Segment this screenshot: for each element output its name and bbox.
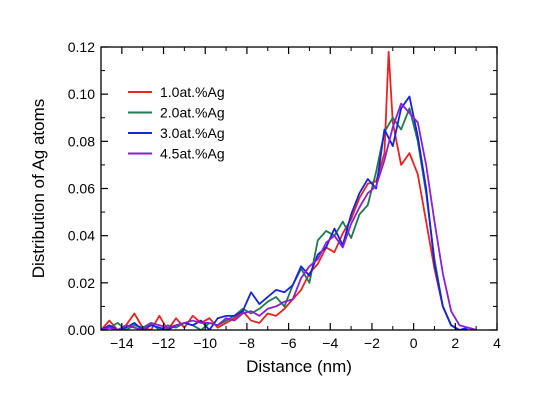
legend-label-2: 2.0at.%Ag [160,105,225,121]
y-tick-label: 0.02 [68,275,95,291]
series-layer [101,50,477,330]
x-tick-label: −14 [110,335,134,351]
y-tick-label: 0.04 [68,228,95,244]
legend-label-4: 4.5at.%Ag [160,146,225,162]
series-line-2 [101,107,468,330]
x-tick-label: −2 [364,335,380,351]
x-tick-label: −4 [322,335,338,351]
x-tick-label: 0 [410,335,418,351]
axes-layer: −14 −12 −10 −8 −6 −4 −2 0 2 4 0.00 0.02 0.04 0.06 0.08… [68,39,501,351]
y-tick-label: 0.12 [68,39,95,55]
x-axis-title: Distance (nm) [246,357,352,376]
y-tick-label: 0.00 [68,322,95,338]
series-line-1 [101,50,468,330]
y-tick-label: 0.10 [68,86,95,102]
x-tick-label: −12 [152,335,176,351]
legend-label-1: 1.0at.%Ag [160,84,225,100]
x-tick-label: 4 [493,335,501,351]
y-axis-title: Distribution of Ag atoms [29,99,48,279]
y-tick-label: 0.08 [68,133,95,149]
x-tick-label: 2 [451,335,459,351]
x-tick-label: −8 [239,335,255,351]
legend-label-3: 3.0at.%Ag [160,125,225,141]
x-tick-label: −10 [193,335,217,351]
y-tick-label: 0.06 [68,181,95,197]
legend: 1.0at.%Ag 2.0at.%Ag 3.0at.%Ag 4.5at.%Ag [128,84,225,162]
x-tick-label: −6 [281,335,297,351]
